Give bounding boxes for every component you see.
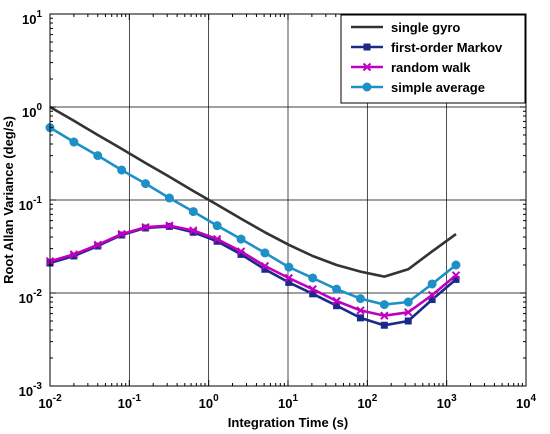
x-tick-label: 104 xyxy=(516,393,536,411)
data-point xyxy=(260,261,270,271)
data-point xyxy=(380,311,389,320)
series-line xyxy=(49,224,457,318)
x-axis-title: Integration Time (s) xyxy=(228,415,348,430)
data-point xyxy=(451,271,461,280)
x-tick-label: 101 xyxy=(278,393,298,411)
y-tick-label: 100 xyxy=(22,102,42,120)
x-tick-label: 10-1 xyxy=(118,393,142,411)
data-point xyxy=(212,234,222,244)
data-point xyxy=(284,262,294,272)
data-point xyxy=(333,302,341,310)
data-point xyxy=(332,284,342,294)
data-point xyxy=(451,260,461,270)
data-point xyxy=(404,308,413,317)
data-point xyxy=(117,229,126,239)
legend-entry: random walk xyxy=(351,60,471,75)
data-point xyxy=(362,82,372,92)
series-single-gyro xyxy=(49,105,457,278)
data-point xyxy=(236,247,246,256)
y-tick-label: 10-1 xyxy=(19,195,43,213)
series-line xyxy=(49,105,457,278)
data-point xyxy=(69,250,79,259)
data-point xyxy=(363,43,371,51)
data-point xyxy=(117,165,127,175)
data-point xyxy=(260,248,270,258)
legend-box xyxy=(340,14,526,104)
y-tick-label: 101 xyxy=(22,9,42,27)
data-point xyxy=(236,234,246,244)
data-point xyxy=(141,222,150,232)
data-point xyxy=(189,226,198,235)
data-point xyxy=(427,290,437,300)
legend: single gyro first-order Markov random walk… xyxy=(340,14,526,104)
x-tick-label: 102 xyxy=(357,393,377,411)
y-tick-label: 10-3 xyxy=(19,381,43,399)
legend-label: first-order Markov xyxy=(391,40,503,55)
data-point xyxy=(212,221,222,231)
data-point xyxy=(362,62,372,72)
data-point xyxy=(332,296,341,306)
data-point xyxy=(165,221,174,230)
data-point xyxy=(427,279,437,289)
series-random-walk xyxy=(45,221,461,320)
data-point xyxy=(164,193,174,203)
data-point xyxy=(308,273,318,283)
data-point xyxy=(355,294,365,304)
series-simple-average xyxy=(45,123,461,310)
legend-entry: first-order Markov xyxy=(351,40,503,55)
legend-label: random walk xyxy=(391,60,471,75)
data-point xyxy=(93,240,102,249)
data-point xyxy=(188,207,198,217)
data-point xyxy=(93,151,103,161)
y-tick-label: 10-2 xyxy=(19,288,43,306)
data-point xyxy=(403,297,413,307)
data-point xyxy=(356,306,365,315)
legend-label: simple average xyxy=(391,80,485,95)
x-tick-label: 103 xyxy=(437,393,457,411)
data-point xyxy=(284,273,294,283)
data-point xyxy=(404,317,412,325)
y-axis-title: Root Allan Variance (deg/s) xyxy=(1,116,16,284)
legend-entry: single gyro xyxy=(351,20,460,35)
data-point xyxy=(308,284,317,294)
legend-label: single gyro xyxy=(391,20,460,35)
data-point xyxy=(309,290,317,298)
data-point xyxy=(380,321,388,329)
data-point xyxy=(356,314,364,322)
x-tick-label: 10-2 xyxy=(38,393,62,411)
x-tick-label: 100 xyxy=(199,393,219,411)
data-point xyxy=(141,179,151,189)
legend-entry: simple average xyxy=(351,80,485,95)
data-point xyxy=(69,137,79,147)
data-point xyxy=(379,300,389,310)
